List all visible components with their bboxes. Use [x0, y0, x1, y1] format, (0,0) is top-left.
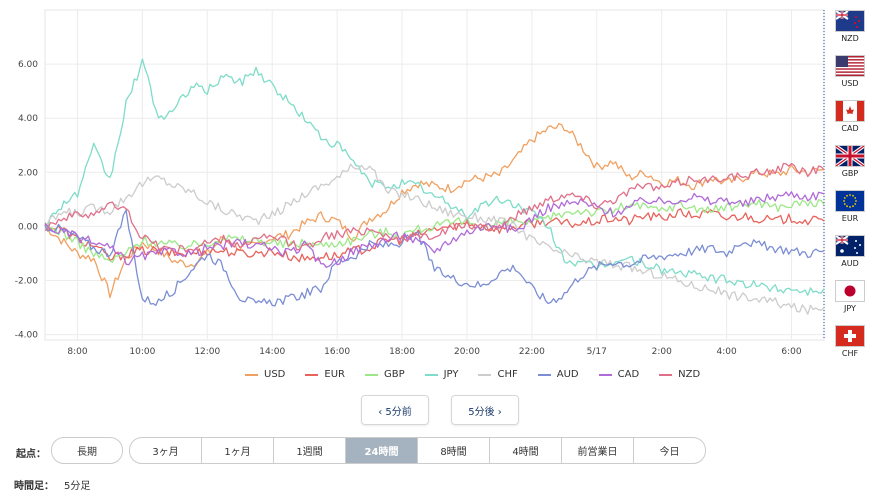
legend-label: USD [264, 369, 286, 380]
eu-flag-icon [835, 190, 865, 212]
flag-label: JPY [844, 304, 856, 313]
series-line-gbp [44, 199, 825, 263]
flag-label: CAD [841, 124, 859, 133]
legend-item-aud[interactable]: AUD [537, 369, 579, 380]
legend-label: NZD [678, 369, 701, 380]
interval-info: 時間足： 5分足 [14, 477, 90, 492]
x-tick-label: 6:00 [781, 347, 801, 357]
gb-flag-icon [835, 145, 865, 167]
x-tick-label: 22:00 [519, 347, 545, 357]
interval-label: 時間足： [14, 481, 54, 492]
series-line-chf [44, 163, 825, 315]
legend-item-chf[interactable]: CHF [478, 369, 518, 380]
flag-cad[interactable]: CAD [826, 98, 874, 138]
flag-gbp[interactable]: GBP [826, 143, 874, 183]
legend-swatch [598, 373, 612, 376]
flag-label: USD [841, 79, 859, 88]
flag-eur[interactable]: EUR [826, 188, 874, 228]
legend-label: CAD [617, 369, 640, 380]
series-line-nzd [44, 162, 825, 255]
legend-swatch [245, 373, 258, 376]
chart-legend: USD EUR GBP JPY CHF AUD CAD NZD [245, 369, 720, 380]
legend-label: CHF [497, 369, 518, 380]
x-tick-label: 20:00 [454, 347, 480, 357]
jp-flag-icon [835, 280, 865, 302]
x-tick-label: 18:00 [389, 347, 415, 357]
x-tick-label: 2:00 [652, 347, 672, 357]
series-line-usd [44, 122, 825, 299]
currency-strength-chart: 6.00 4.00 2.00 0.00 -2.00 -4.00 8:00 10:00 12:00… [15, 9, 825, 357]
x-tick-label: 5/17 [587, 347, 607, 357]
plot-area [44, 9, 825, 341]
range-label: 起点： [16, 449, 46, 460]
legend-item-cad[interactable]: CAD [598, 369, 640, 380]
flag-label: AUD [841, 259, 859, 268]
legend-label: AUD [556, 369, 579, 380]
flag-aud[interactable]: AUD [826, 233, 874, 273]
flag-label: GBP [841, 169, 859, 178]
range-option[interactable]: 8時間 [418, 438, 490, 463]
range-option[interactable]: 1ヶ月 [202, 438, 274, 463]
legend-swatch [424, 373, 438, 376]
x-tick-label: 14:00 [259, 347, 285, 357]
flag-usd[interactable]: USD [826, 53, 874, 93]
range-option[interactable]: 前営業日 [562, 438, 634, 463]
legend-label: JPY [443, 369, 459, 380]
y-tick-label: 6.00 [18, 60, 38, 70]
y-tick-label: -2.00 [15, 276, 39, 286]
legend-item-gbp[interactable]: GBP [364, 369, 405, 380]
us-flag-icon [835, 55, 865, 77]
range-option[interactable]: 4時間 [490, 438, 562, 463]
nz-flag-icon [835, 10, 865, 32]
y-tick-label: 4.00 [18, 114, 38, 124]
range-option[interactable]: 今日 [659, 447, 680, 458]
legend-swatch [537, 373, 551, 376]
legend-swatch [659, 373, 673, 376]
au-flag-icon [835, 235, 865, 257]
legend-item-eur[interactable]: EUR [305, 369, 345, 380]
series-line-jpy [44, 58, 825, 296]
interval-value: 5分足 [64, 481, 91, 492]
series-line-aud [44, 209, 825, 307]
flag-label: NZD [841, 34, 859, 43]
prev-5min-button[interactable]: ‹ 5分前 [361, 395, 429, 425]
range-selector: 3ヶ月 1ヶ月 1週間 24時間 8時間 4時間 前営業日 今日 [129, 437, 706, 464]
legend-label: GBP [383, 369, 405, 380]
y-tick-label: 0.00 [18, 222, 38, 232]
range-longterm-button[interactable]: 長期 [51, 437, 123, 464]
legend-label: EUR [324, 369, 345, 380]
y-tick-label: -4.00 [15, 331, 39, 341]
legend-item-usd[interactable]: USD [245, 369, 285, 380]
ch-flag-icon [835, 325, 865, 347]
legend-item-nzd[interactable]: NZD [659, 369, 700, 380]
x-tick-label: 10:00 [129, 347, 155, 357]
flag-jpy[interactable]: JPY [826, 278, 874, 318]
ca-flag-icon [835, 100, 865, 122]
flag-nzd[interactable]: NZD [826, 8, 874, 48]
series-line-cad [44, 191, 825, 268]
series-line-eur [44, 208, 825, 263]
legend-swatch [305, 373, 319, 376]
x-tick-label: 4:00 [717, 347, 737, 357]
next-5min-button[interactable]: 5分後 › [451, 395, 519, 425]
range-option[interactable]: 1週間 [274, 438, 346, 463]
range-option[interactable]: 3ヶ月 [130, 438, 202, 463]
x-tick-label: 12:00 [194, 347, 220, 357]
legend-swatch [478, 373, 492, 376]
legend-item-jpy[interactable]: JPY [424, 369, 459, 380]
flag-chf[interactable]: CHF [826, 323, 874, 363]
flag-label: CHF [841, 349, 859, 358]
legend-swatch [364, 373, 378, 376]
flag-label: EUR [841, 214, 859, 223]
x-tick-label: 16:00 [324, 347, 350, 357]
y-tick-label: 2.00 [18, 168, 38, 178]
range-option[interactable]: 24時間 [346, 438, 418, 463]
x-tick-label: 8:00 [67, 347, 87, 357]
